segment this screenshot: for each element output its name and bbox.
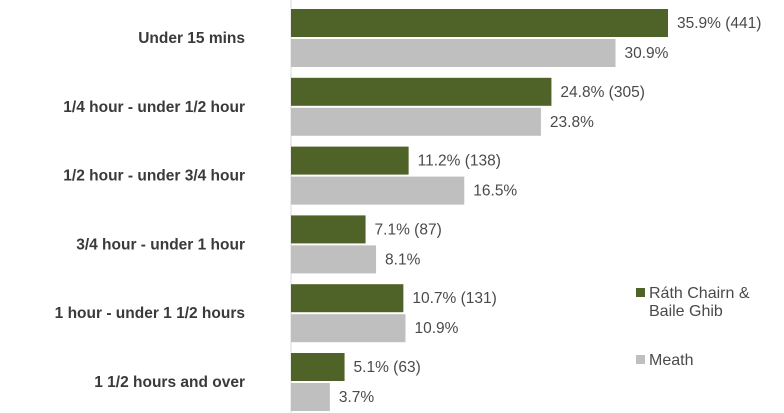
legend-swatch xyxy=(636,288,645,297)
data-label: 30.9% xyxy=(624,45,668,62)
bar xyxy=(291,77,552,106)
category-label: 1/2 hour - under 3/4 hour xyxy=(63,168,245,185)
data-label: 10.9% xyxy=(414,320,458,337)
bar xyxy=(291,9,668,37)
bar xyxy=(291,314,406,343)
bar xyxy=(291,245,377,274)
bar xyxy=(291,39,616,67)
bar xyxy=(291,176,465,205)
data-label: 11.2% (138) xyxy=(418,153,501,170)
data-label: 8.1% xyxy=(385,251,421,268)
data-label: 35.9% (441) xyxy=(677,15,761,32)
bar xyxy=(291,215,366,244)
category-label: 1 1/2 hours and over xyxy=(94,374,245,391)
legend-label: Ráth Chairn & Baile Ghib xyxy=(649,285,750,320)
data-label: 3.7% xyxy=(339,389,375,406)
category-label: 3/4 hour - under 1 hour xyxy=(76,236,245,253)
data-label: 7.1% (87) xyxy=(375,221,442,238)
data-label: 24.8% (305) xyxy=(560,84,644,101)
bar xyxy=(291,146,409,175)
data-label: 16.5% xyxy=(473,183,517,200)
category-label: 1 hour - under 1 1/2 hours xyxy=(55,305,245,322)
data-label: 23.8% xyxy=(550,114,594,131)
bar xyxy=(291,383,330,411)
bar xyxy=(291,284,404,313)
data-label: 10.7% (131) xyxy=(412,290,496,307)
legend-swatch xyxy=(636,355,645,364)
bar xyxy=(291,107,541,136)
category-label: 1/4 hour - under 1/2 hour xyxy=(63,99,245,116)
legend-label: Meath xyxy=(649,352,693,369)
category-label: Under 15 mins xyxy=(138,30,245,47)
data-label: 5.1% (63) xyxy=(354,359,421,376)
bar xyxy=(291,353,345,381)
